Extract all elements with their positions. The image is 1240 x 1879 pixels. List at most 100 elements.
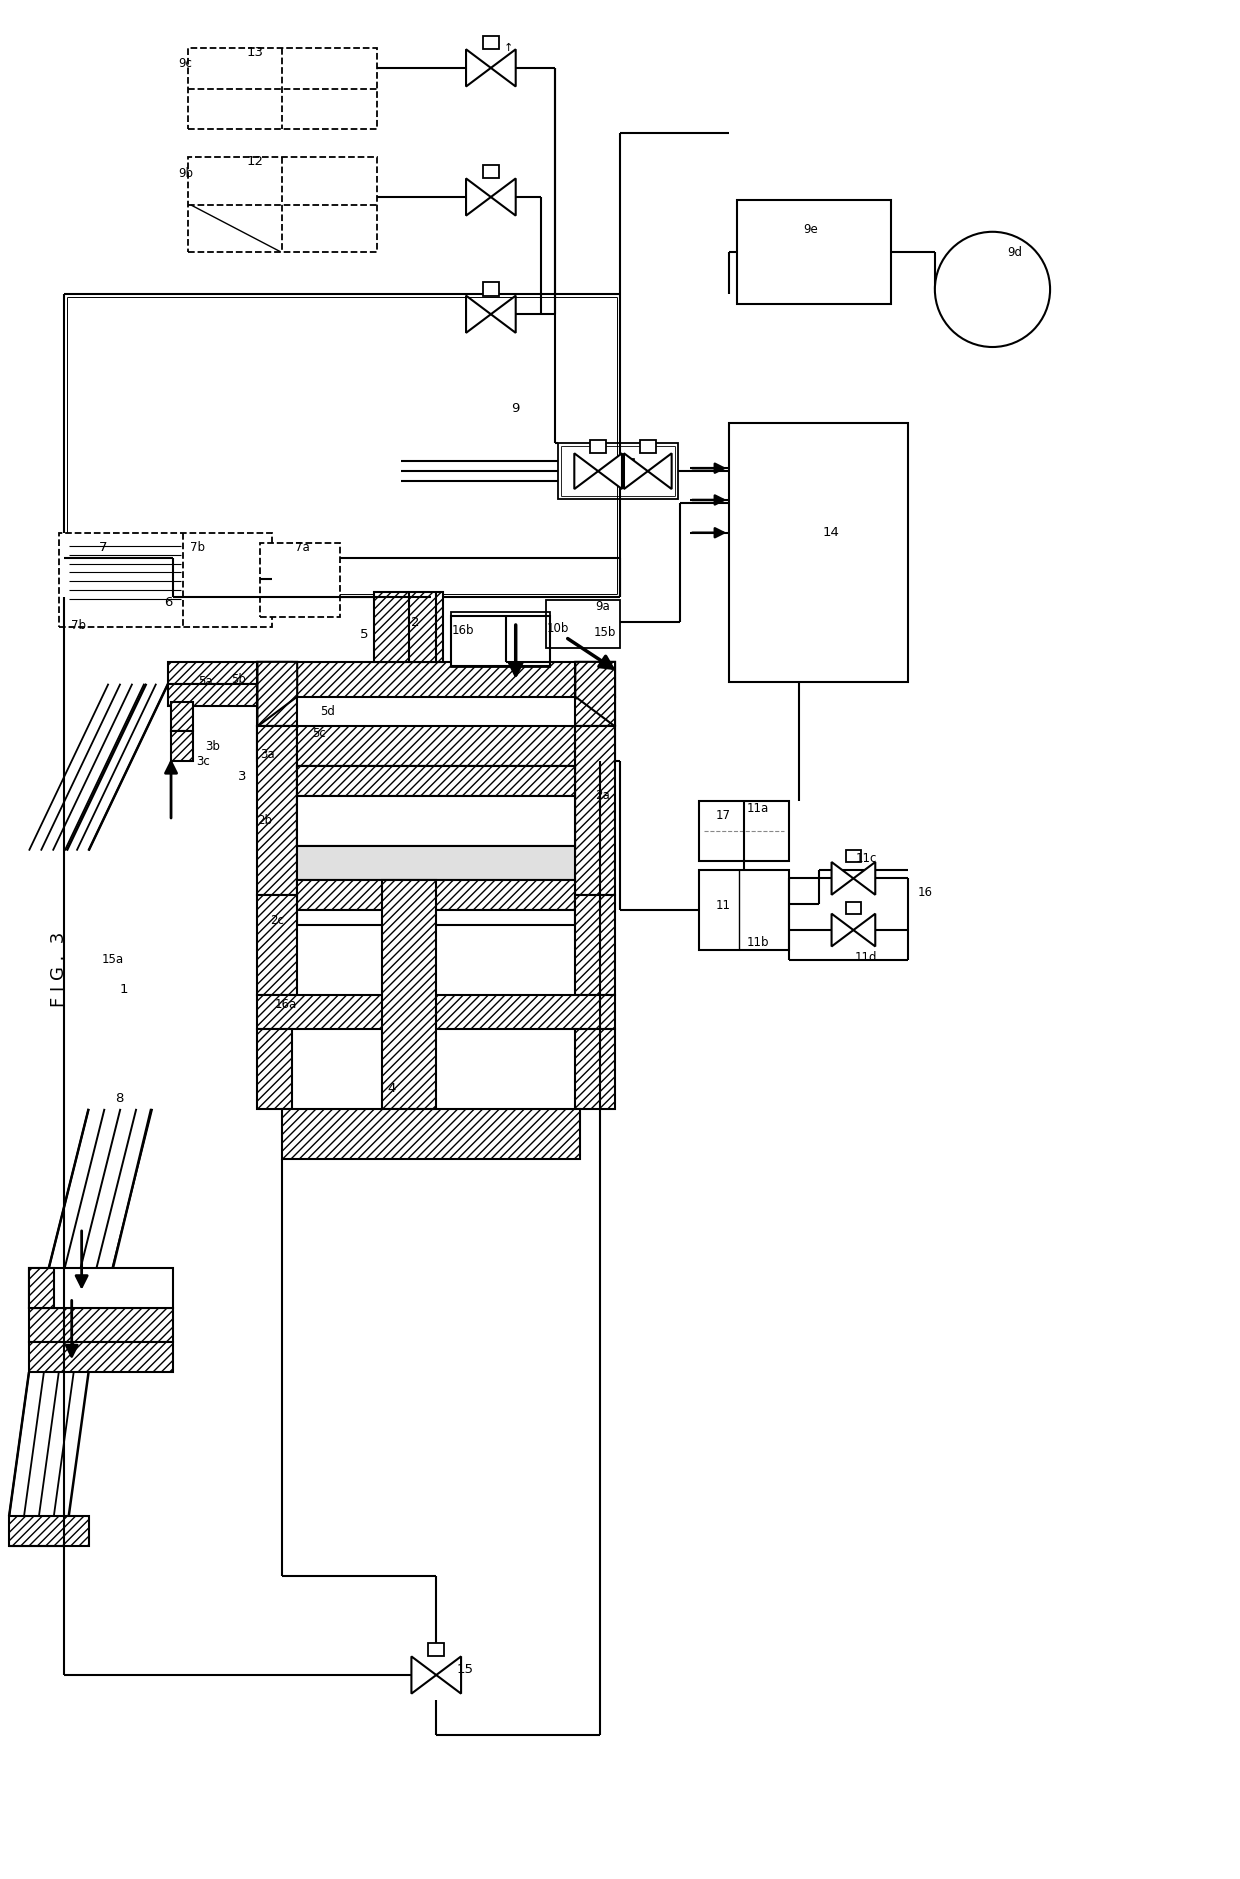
Polygon shape [832, 862, 853, 894]
Bar [298, 797, 575, 846]
Bar [171, 701, 193, 731]
Text: 1: 1 [120, 983, 128, 996]
Bar [29, 1268, 174, 1308]
Text: 5b: 5b [231, 673, 246, 686]
Polygon shape [412, 1657, 436, 1693]
Text: 9: 9 [511, 402, 520, 415]
Text: 3: 3 [238, 770, 247, 784]
Text: 2c: 2c [270, 913, 284, 926]
Bar [188, 49, 377, 130]
Bar [29, 1268, 53, 1308]
Bar [258, 697, 298, 727]
Bar [482, 36, 498, 49]
Bar [699, 800, 789, 861]
Bar [298, 727, 575, 767]
Bar [482, 282, 498, 295]
Bar [298, 909, 575, 924]
Bar [575, 894, 615, 994]
Bar [298, 846, 575, 881]
Bar [260, 543, 340, 616]
Text: ↑: ↑ [505, 43, 513, 53]
Circle shape [935, 231, 1050, 348]
Text: 9a: 9a [595, 599, 610, 613]
Polygon shape [466, 295, 491, 333]
Bar [373, 592, 443, 661]
Text: 9b: 9b [179, 167, 193, 180]
Polygon shape [598, 453, 622, 489]
Bar [640, 440, 656, 453]
Text: 11c: 11c [856, 851, 877, 864]
Bar [258, 1030, 293, 1109]
Bar [298, 767, 575, 846]
Bar [29, 1308, 174, 1342]
Text: 9d: 9d [1007, 246, 1022, 259]
Bar [558, 443, 677, 500]
Polygon shape [466, 179, 491, 216]
Text: 7: 7 [98, 541, 107, 554]
Text: 7b: 7b [191, 541, 206, 554]
Text: 16b: 16b [451, 624, 475, 637]
Text: 11: 11 [715, 898, 730, 911]
Text: 14: 14 [822, 526, 839, 539]
Text: 8: 8 [115, 1092, 123, 1105]
Text: 16a: 16a [274, 998, 296, 1011]
Bar [258, 994, 615, 1030]
Bar [258, 894, 298, 994]
Polygon shape [491, 295, 516, 333]
Bar [258, 661, 615, 697]
Polygon shape [491, 179, 516, 216]
Text: 7a: 7a [295, 541, 310, 554]
Polygon shape [832, 913, 853, 947]
Bar [847, 902, 861, 913]
Bar [620, 458, 634, 474]
Text: 15: 15 [456, 1663, 474, 1676]
Bar [575, 1030, 615, 1109]
Text: F I G .  3: F I G . 3 [50, 932, 68, 1007]
Bar [29, 1342, 174, 1372]
Bar [575, 727, 615, 894]
Text: 9e: 9e [804, 224, 818, 237]
Polygon shape [853, 862, 875, 894]
Bar [738, 199, 892, 304]
Bar [9, 1516, 88, 1546]
Text: 13: 13 [247, 45, 264, 58]
Text: 3b: 3b [206, 740, 221, 753]
Bar [169, 684, 258, 707]
Bar [590, 440, 606, 453]
Text: 15b: 15b [593, 626, 615, 639]
Bar [575, 727, 615, 761]
Bar [699, 870, 789, 951]
Polygon shape [491, 49, 516, 86]
Text: 5c: 5c [312, 727, 326, 740]
Text: 11a: 11a [748, 802, 769, 815]
Bar [298, 881, 575, 909]
Text: 5a: 5a [198, 675, 212, 688]
Bar [729, 423, 908, 682]
Polygon shape [574, 453, 598, 489]
Text: 3c: 3c [196, 755, 210, 769]
Text: 6: 6 [164, 596, 172, 609]
Text: 2: 2 [412, 616, 420, 629]
Text: 2b: 2b [258, 814, 273, 827]
Text: 7b: 7b [71, 618, 86, 631]
Text: 2a: 2a [595, 789, 610, 802]
Bar [382, 881, 436, 1109]
Text: 9c: 9c [179, 58, 192, 70]
Text: 5d: 5d [320, 705, 335, 718]
Polygon shape [575, 661, 615, 727]
Text: 12: 12 [247, 154, 264, 167]
Bar [575, 661, 615, 697]
Bar [451, 613, 551, 667]
Text: 15a: 15a [102, 953, 123, 966]
Polygon shape [436, 1657, 461, 1693]
Bar [847, 849, 861, 862]
Bar [283, 1109, 580, 1159]
Text: 4: 4 [387, 1082, 396, 1095]
Bar [258, 727, 298, 894]
Bar [258, 661, 293, 697]
Text: 10b: 10b [547, 622, 569, 635]
Bar [171, 731, 193, 761]
Bar [298, 767, 575, 797]
Bar [188, 158, 377, 252]
Bar [258, 727, 298, 761]
